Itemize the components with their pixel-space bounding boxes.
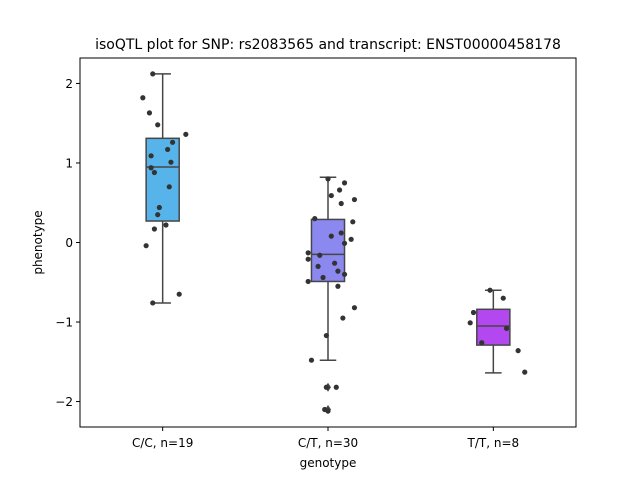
data-point — [165, 146, 171, 153]
data-point — [487, 287, 493, 293]
x-axis-label: genotype — [300, 456, 357, 470]
y-tick-label: −1 — [55, 316, 73, 330]
y-tick-label: 1 — [65, 156, 73, 170]
data-point — [333, 384, 339, 390]
y-axis-label: phenotype — [31, 210, 45, 274]
data-point — [176, 291, 182, 297]
chart-title: isoQTL plot for SNP: rs2083565 and trans… — [95, 37, 561, 53]
data-point — [168, 159, 174, 165]
data-point — [328, 233, 334, 239]
data-point — [336, 187, 343, 193]
x-tick-label: C/C, n=19 — [132, 436, 193, 450]
data-point — [338, 200, 344, 207]
data-point — [148, 153, 154, 159]
box-group — [476, 289, 511, 374]
data-point — [335, 268, 341, 274]
x-tick-label: T/T, n=8 — [467, 436, 520, 450]
data-point — [305, 250, 311, 256]
data-point — [503, 325, 510, 331]
x-tick-label: C/T, n=30 — [298, 436, 358, 450]
y-axis: 2 1 0 −1 −2 — [55, 77, 80, 409]
data-point — [155, 122, 161, 128]
data-point — [146, 110, 153, 116]
data-point — [305, 256, 311, 262]
data-point — [515, 348, 521, 354]
data-point — [148, 165, 154, 171]
box-iqr — [145, 137, 180, 222]
box-group — [145, 73, 180, 304]
data-point — [156, 204, 162, 211]
points-layer — [140, 71, 528, 414]
data-point — [467, 320, 473, 326]
data-point — [323, 384, 329, 390]
data-point — [151, 226, 157, 232]
data-point — [183, 131, 189, 137]
data-point — [348, 236, 354, 242]
data-point — [308, 357, 315, 363]
y-tick-label: 2 — [65, 77, 73, 91]
data-point — [332, 260, 338, 266]
y-tick-label: 0 — [65, 236, 73, 250]
data-point — [338, 230, 344, 236]
data-point — [341, 240, 348, 246]
data-point — [335, 283, 341, 289]
data-point — [341, 271, 348, 277]
data-point — [317, 252, 323, 258]
data-point — [150, 300, 156, 306]
data-point — [325, 408, 331, 414]
data-point — [312, 216, 318, 222]
data-point — [151, 169, 157, 176]
data-point — [163, 222, 169, 228]
data-point — [351, 196, 358, 203]
data-point — [150, 71, 156, 77]
boxes-layer — [145, 73, 511, 415]
data-point — [323, 332, 329, 339]
data-point — [155, 212, 161, 218]
data-point — [479, 340, 485, 346]
y-tick-label: −2 — [55, 395, 73, 409]
data-point — [325, 176, 331, 182]
data-point — [351, 305, 358, 311]
data-point — [470, 309, 477, 316]
data-point — [169, 139, 176, 145]
data-point — [320, 274, 326, 281]
data-point — [522, 369, 528, 375]
data-point — [140, 95, 146, 101]
data-point — [305, 278, 311, 285]
data-point — [350, 219, 356, 225]
data-point — [166, 184, 172, 190]
data-point — [500, 295, 506, 301]
box-group — [310, 176, 346, 415]
data-point — [341, 180, 348, 186]
data-point — [340, 315, 346, 321]
data-point — [315, 263, 321, 269]
x-axis: C/C, n=19 C/T, n=30 T/T, n=8 — [132, 427, 519, 450]
data-point — [328, 192, 334, 199]
data-point — [143, 243, 149, 249]
